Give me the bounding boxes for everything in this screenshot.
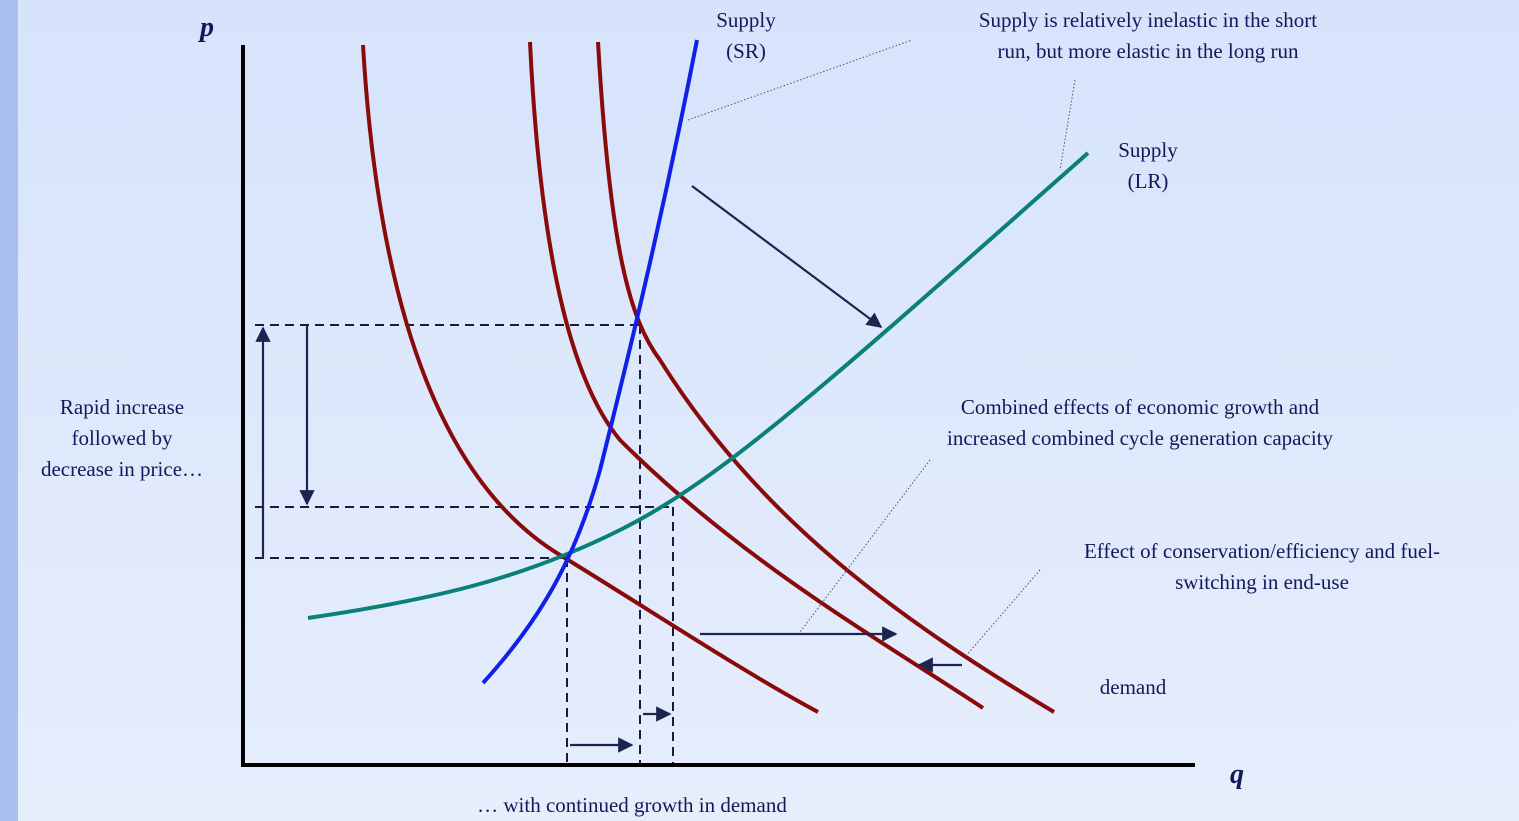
price-note: decrease in price… xyxy=(41,457,203,481)
supply-lr-label: Supply xyxy=(1118,138,1178,162)
bottom-note: … with continued growth in demand xyxy=(477,793,787,817)
y-axis-label: p xyxy=(198,12,214,43)
growth-note: Combined effects of economic growth and xyxy=(961,395,1320,419)
arrows xyxy=(255,185,962,753)
leader-lines xyxy=(687,39,1076,658)
supply-sr-label: Supply xyxy=(716,8,776,32)
demand-label: demand xyxy=(1100,675,1167,699)
axes xyxy=(241,45,1195,767)
supply-note: Supply is relatively inelastic in the sh… xyxy=(979,8,1317,32)
demand-curve-1 xyxy=(361,44,819,714)
supply-sr-label: (SR) xyxy=(726,39,766,63)
price-note: followed by xyxy=(72,426,173,450)
supply-lr-label: (LR) xyxy=(1128,169,1169,193)
guides xyxy=(255,324,674,765)
price-note: Rapid increase xyxy=(60,395,184,419)
demand-curve-3 xyxy=(596,41,1056,714)
supply-lr-curve xyxy=(307,151,1090,620)
conservation-note: Effect of conservation/efficiency and fu… xyxy=(1084,539,1440,563)
demand-curve-2 xyxy=(528,41,985,710)
supply-note: run, but more elastic in the long run xyxy=(998,39,1299,63)
conservation-note: switching in end-use xyxy=(1175,570,1349,594)
supply-sr-curve xyxy=(481,39,699,685)
side-strip xyxy=(0,0,18,821)
x-axis-label: q xyxy=(1230,759,1244,790)
growth-note: increased combined cycle generation capa… xyxy=(947,426,1333,450)
